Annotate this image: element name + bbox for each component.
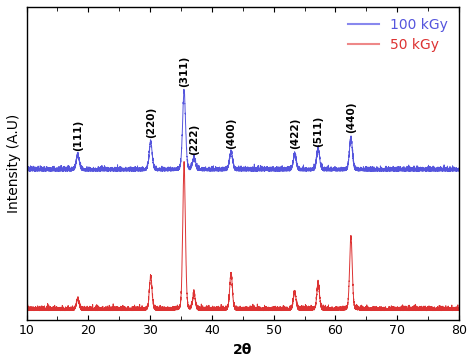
100 kGy: [440, 169, 446, 173]
100 kGy: [367, 168, 373, 173]
100 kGy: [456, 168, 462, 172]
Text: (311): (311): [179, 56, 189, 87]
Line: 100 kGy: 100 kGy: [27, 89, 459, 171]
50 kGy: [367, 306, 373, 311]
Text: (400): (400): [226, 118, 236, 149]
50 kGy: [456, 307, 462, 312]
50 kGy: [280, 308, 285, 313]
50 kGy: [299, 303, 304, 308]
Text: (222): (222): [189, 124, 199, 155]
100 kGy: [280, 169, 285, 173]
Text: (220): (220): [146, 107, 155, 138]
X-axis label: 2θ: 2θ: [233, 343, 253, 357]
50 kGy: [25, 308, 31, 313]
50 kGy: [345, 305, 350, 310]
Line: 50 kGy: 50 kGy: [27, 162, 459, 310]
100 kGy: [180, 106, 186, 110]
100 kGy: [181, 87, 187, 91]
50 kGy: [180, 197, 186, 201]
Legend: 100 kGy, 50 kGy: 100 kGy, 50 kGy: [344, 14, 452, 56]
Y-axis label: Intensity (A.U): Intensity (A.U): [7, 114, 21, 213]
100 kGy: [24, 167, 29, 171]
Text: (440): (440): [346, 102, 356, 134]
100 kGy: [46, 167, 51, 172]
100 kGy: [345, 165, 350, 169]
Text: (422): (422): [290, 117, 300, 149]
Text: (111): (111): [73, 120, 83, 151]
50 kGy: [46, 308, 51, 313]
Text: (511): (511): [313, 115, 323, 147]
50 kGy: [181, 159, 187, 164]
100 kGy: [299, 169, 304, 173]
50 kGy: [24, 308, 29, 312]
